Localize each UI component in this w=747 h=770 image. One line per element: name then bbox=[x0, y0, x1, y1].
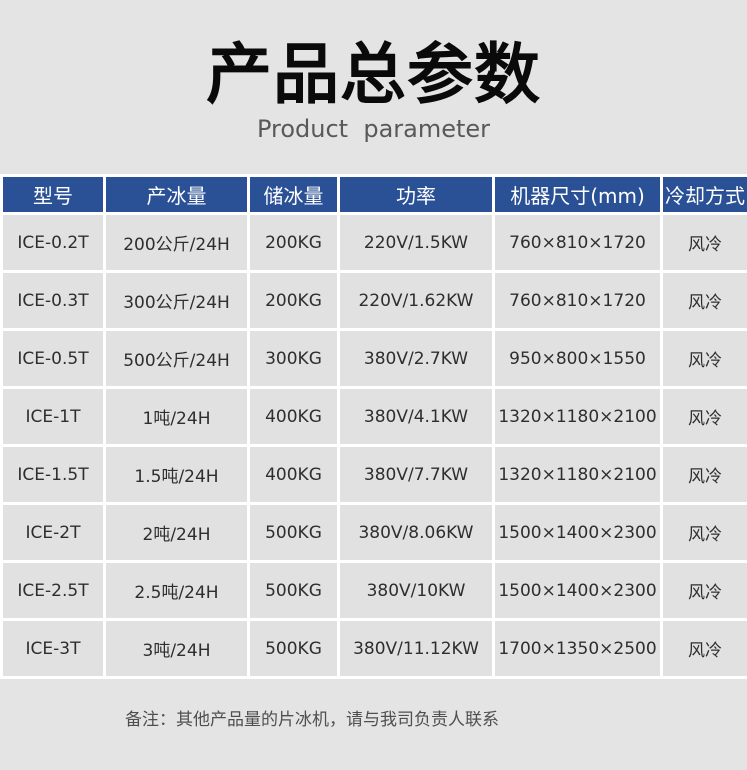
cell-storage: 500KG bbox=[250, 505, 337, 560]
cell-storage: 200KG bbox=[250, 273, 337, 328]
product-parameter-table: 型号 产冰量 储冰量 功率 机器尺寸(mm) 冷却方式 ICE-0.2T 200公斤/24H… bbox=[0, 174, 747, 679]
cell-model: ICE-0.3T bbox=[3, 273, 103, 328]
cell-dimensions: 1700×1350×2500 bbox=[495, 621, 660, 676]
column-header-storage: 储冰量 bbox=[250, 177, 337, 212]
cell-cooling: 风冷 bbox=[663, 331, 747, 386]
cell-cooling: 风冷 bbox=[663, 505, 747, 560]
cell-capacity: 2吨/24H bbox=[106, 505, 247, 560]
table-row: ICE-1.5T 1.5吨/24H 400KG 380V/7.7KW 1320×1180… bbox=[3, 447, 747, 502]
cell-dimensions: 950×800×1550 bbox=[495, 331, 660, 386]
column-header-capacity: 产冰量 bbox=[106, 177, 247, 212]
cell-storage: 500KG bbox=[250, 621, 337, 676]
cell-storage: 500KG bbox=[250, 563, 337, 618]
cell-model: ICE-0.2T bbox=[3, 215, 103, 270]
cell-cooling: 风冷 bbox=[663, 621, 747, 676]
column-header-cooling: 冷却方式 bbox=[663, 177, 747, 212]
table-row: ICE-2.5T 2.5吨/24H 500KG 380V/10KW 1500×1400×… bbox=[3, 563, 747, 618]
cell-model: ICE-1T bbox=[3, 389, 103, 444]
cell-power: 380V/2.7KW bbox=[340, 331, 492, 386]
cell-capacity: 3吨/24H bbox=[106, 621, 247, 676]
cell-dimensions: 1320×1180×2100 bbox=[495, 389, 660, 444]
cell-dimensions: 760×810×1720 bbox=[495, 273, 660, 328]
cell-power: 380V/11.12KW bbox=[340, 621, 492, 676]
cell-capacity: 200公斤/24H bbox=[106, 215, 247, 270]
cell-power: 380V/10KW bbox=[340, 563, 492, 618]
cell-cooling: 风冷 bbox=[663, 447, 747, 502]
page-subtitle: Product parameter bbox=[256, 115, 491, 144]
cell-power: 380V/7.7KW bbox=[340, 447, 492, 502]
cell-capacity: 1吨/24H bbox=[106, 389, 247, 444]
footer-note: 备注：其他产品量的片冰机，请与我司负责人联系 bbox=[125, 710, 499, 730]
cell-storage: 200KG bbox=[250, 215, 337, 270]
column-header-power: 功率 bbox=[340, 177, 492, 212]
cell-cooling: 风冷 bbox=[663, 273, 747, 328]
page-title: 产品总参数 bbox=[206, 36, 541, 113]
cell-capacity: 2.5吨/24H bbox=[106, 563, 247, 618]
cell-model: ICE-1.5T bbox=[3, 447, 103, 502]
table-row: ICE-3T 3吨/24H 500KG 380V/11.12KW 1700×1350×2… bbox=[3, 621, 747, 676]
product-parameter-sheet: 产品总参数 Product parameter 型号 产冰量 储冰量 功率 机器尺寸(m… bbox=[0, 0, 747, 730]
cell-storage: 400KG bbox=[250, 389, 337, 444]
cell-capacity: 500公斤/24H bbox=[106, 331, 247, 386]
cell-model: ICE-2T bbox=[3, 505, 103, 560]
cell-power: 220V/1.62KW bbox=[340, 273, 492, 328]
cell-model: ICE-3T bbox=[3, 621, 103, 676]
table-body: ICE-0.2T 200公斤/24H 200KG 220V/1.5KW 760×810×… bbox=[3, 215, 747, 676]
table-row: ICE-1T 1吨/24H 400KG 380V/4.1KW 1320×1180×210… bbox=[3, 389, 747, 444]
table-row: ICE-0.3T 300公斤/24H 200KG 220V/1.62KW 760×810… bbox=[3, 273, 747, 328]
cell-model: ICE-0.5T bbox=[3, 331, 103, 386]
cell-cooling: 风冷 bbox=[663, 215, 747, 270]
cell-capacity: 300公斤/24H bbox=[106, 273, 247, 328]
cell-dimensions: 760×810×1720 bbox=[495, 215, 660, 270]
column-header-model: 型号 bbox=[3, 177, 103, 212]
column-header-dimensions: 机器尺寸(mm) bbox=[495, 177, 660, 212]
cell-storage: 400KG bbox=[250, 447, 337, 502]
cell-power: 380V/8.06KW bbox=[340, 505, 492, 560]
cell-dimensions: 1320×1180×2100 bbox=[495, 447, 660, 502]
table-row: ICE-0.5T 500公斤/24H 300KG 380V/2.7KW 950×800×… bbox=[3, 331, 747, 386]
cell-storage: 300KG bbox=[250, 331, 337, 386]
title-block: 产品总参数 Product parameter bbox=[0, 0, 747, 143]
cell-model: ICE-2.5T bbox=[3, 563, 103, 618]
table-row: ICE-2T 2吨/24H 500KG 380V/8.06KW 1500×1400×23… bbox=[3, 505, 747, 560]
cell-cooling: 风冷 bbox=[663, 563, 747, 618]
cell-power: 220V/1.5KW bbox=[340, 215, 492, 270]
table-row: ICE-0.2T 200公斤/24H 200KG 220V/1.5KW 760×810×… bbox=[3, 215, 747, 270]
cell-capacity: 1.5吨/24H bbox=[106, 447, 247, 502]
table-header-row: 型号 产冰量 储冰量 功率 机器尺寸(mm) 冷却方式 bbox=[3, 177, 747, 212]
cell-dimensions: 1500×1400×2300 bbox=[495, 505, 660, 560]
cell-power: 380V/4.1KW bbox=[340, 389, 492, 444]
cell-cooling: 风冷 bbox=[663, 389, 747, 444]
cell-dimensions: 1500×1400×2300 bbox=[495, 563, 660, 618]
